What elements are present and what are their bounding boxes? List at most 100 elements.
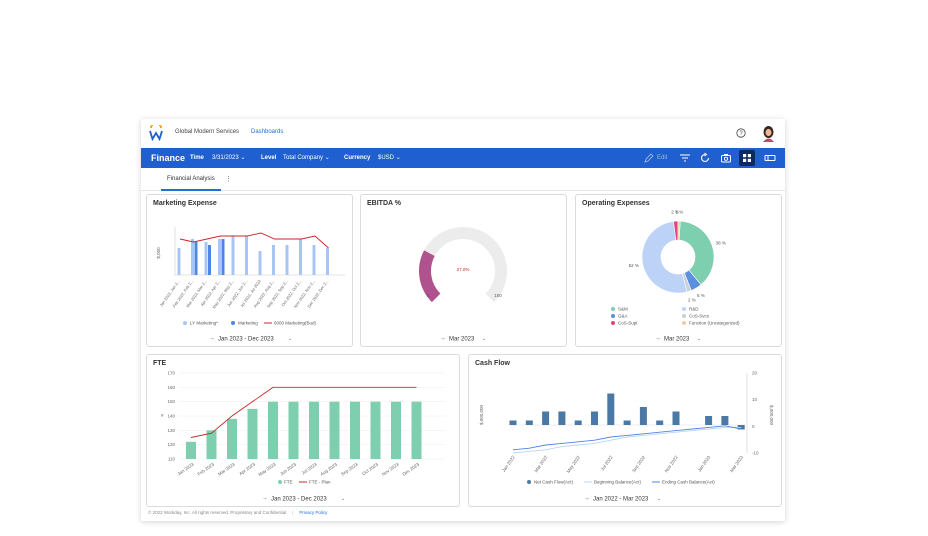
- bar-net-cash-flow[interactable]: [509, 420, 517, 426]
- currency-select[interactable]: $USD ⌄: [378, 148, 401, 168]
- donut-slice[interactable]: [677, 220, 681, 241]
- level-select[interactable]: Total Company ⌄: [283, 148, 330, 168]
- camera-icon[interactable]: [720, 152, 732, 164]
- y-right-tick-label: 20: [752, 371, 758, 376]
- bar-ly-marketing[interactable]: [272, 245, 275, 275]
- bar-net-cash-flow[interactable]: [574, 420, 582, 426]
- y-tick-label: 170: [167, 371, 175, 376]
- bar-fte[interactable]: [411, 401, 422, 459]
- bar-ly-marketing[interactable]: [218, 239, 221, 275]
- bar-fte[interactable]: [309, 401, 319, 459]
- help-icon[interactable]: ?: [736, 128, 746, 138]
- bar-fte[interactable]: [268, 401, 278, 459]
- slice-label: 2 %: [671, 210, 679, 215]
- time-select[interactable]: 3/31/2023 ⌄: [212, 148, 245, 168]
- legend-item: LY Marketing*: [190, 321, 218, 326]
- layout-toggle-icon[interactable]: [764, 152, 776, 164]
- x-tick-label: Jul 2022: [600, 454, 614, 471]
- svg-text:?: ?: [739, 131, 743, 137]
- bar-fte[interactable]: [186, 441, 196, 459]
- legend-item: FTE: [284, 480, 293, 485]
- card-title: Marketing Expense: [153, 200, 217, 207]
- edit-button[interactable]: Edit: [657, 155, 668, 161]
- chevron-down-icon: ⌄: [341, 496, 345, 502]
- grid-view-button[interactable]: [739, 150, 755, 166]
- bar-fte[interactable]: [288, 401, 299, 459]
- slice-label: 5 %: [697, 293, 705, 298]
- x-tick-label: Feb 2023: [197, 461, 216, 476]
- bar-net-cash-flow[interactable]: [705, 416, 713, 425]
- line-ending-cash-balance: [512, 425, 742, 451]
- bar-ly-marketing[interactable]: [204, 242, 208, 275]
- operating-expenses-donut: 38 %5 %2 %52 %2 %1 % S&M R&D G&A CoS-Svc…: [611, 210, 740, 343]
- bar-marketing[interactable]: [208, 245, 211, 275]
- legend-item: 6000 Marketing(Bud): [274, 321, 317, 326]
- bar-ly-marketing[interactable]: [245, 236, 248, 275]
- date-range-selector[interactable]: ⇾ Jan 2023 - Dec 2023 ⌄: [210, 336, 292, 343]
- legend-item: FTE - Plan: [309, 480, 331, 485]
- grid-icon: [743, 154, 751, 162]
- user-avatar[interactable]: [761, 125, 776, 142]
- slice-label: 1 %: [676, 210, 684, 215]
- bar-net-cash-flow[interactable]: [672, 411, 680, 426]
- bar-ly-marketing[interactable]: [312, 245, 316, 275]
- bar-net-cash-flow[interactable]: [721, 416, 729, 425]
- line-beginning-balance: [512, 426, 742, 454]
- workday-logo-icon[interactable]: [149, 125, 163, 141]
- refresh-icon[interactable]: [699, 152, 711, 164]
- gauge-max: 100: [494, 293, 502, 298]
- date-range-selector[interactable]: ⇾ Mar 2023 ⌄: [441, 336, 486, 343]
- bar-fte[interactable]: [329, 401, 340, 459]
- bar-fte[interactable]: [391, 401, 401, 459]
- legend-item: Function (Uncategorized): [689, 321, 740, 326]
- bar-ly-marketing[interactable]: [285, 245, 289, 275]
- bar-fte[interactable]: [247, 408, 258, 459]
- cash-flow-chart: $,000,000 $,000,000 20 10 0 -10 Jan 2022 Mar …: [479, 371, 774, 503]
- bar-ly-marketing[interactable]: [326, 248, 329, 275]
- date-range-selector[interactable]: ⇾ Mar 2023 ⌄: [656, 336, 701, 343]
- privacy-policy-link[interactable]: Privacy Policy: [299, 510, 328, 515]
- bar-fte[interactable]: [370, 401, 381, 459]
- bar-net-cash-flow[interactable]: [591, 411, 598, 426]
- tab-more-icon[interactable]: ⋮: [225, 176, 232, 183]
- marketing-expense-card: Marketing Expense $,000 Jan 2022, Jan 2.…: [146, 194, 353, 347]
- slice-label: 52 %: [629, 263, 639, 268]
- dashboards-link[interactable]: Dashboards: [251, 129, 284, 135]
- chevron-down-icon: ⌄: [324, 155, 330, 161]
- range-arrows-icon: ⇾: [585, 496, 590, 501]
- x-tick-label: Mar 2023: [217, 461, 236, 476]
- card-title: Operating Expenses: [582, 200, 650, 207]
- card-title: Cash Flow: [475, 360, 511, 367]
- bar-net-cash-flow[interactable]: [525, 420, 533, 426]
- line-marketing-budget: [179, 232, 329, 249]
- bar-ly-marketing[interactable]: [177, 248, 181, 275]
- date-range: Jan 2023 - Dec 2023: [218, 337, 274, 343]
- bar-net-cash-flow[interactable]: [656, 420, 664, 426]
- bar-marketing[interactable]: [221, 239, 225, 275]
- bar-net-cash-flow[interactable]: [542, 411, 550, 426]
- bar-ly-marketing[interactable]: [231, 236, 235, 275]
- tab-financial-analysis[interactable]: Financial Analysis: [161, 168, 221, 191]
- bar-net-cash-flow[interactable]: [639, 407, 647, 425]
- date-range-selector[interactable]: ⇾ Jan 2022 - Mar 2023 ⌄: [585, 496, 661, 503]
- bar-net-cash-flow[interactable]: [607, 393, 615, 426]
- bar-ly-marketing[interactable]: [258, 251, 262, 275]
- date-range: Mar 2023: [664, 337, 690, 343]
- level-value: Total Company: [283, 155, 324, 161]
- bar-marketing[interactable]: [194, 242, 198, 275]
- bar-ly-marketing[interactable]: [299, 239, 302, 275]
- donut-slice[interactable]: [678, 220, 715, 286]
- card-title: FTE: [153, 360, 167, 367]
- bar-fte[interactable]: [227, 418, 237, 459]
- bar-ly-marketing[interactable]: [191, 239, 194, 275]
- edit-pencil-icon[interactable]: [643, 152, 655, 164]
- y-tick-label: 130: [167, 428, 175, 433]
- bar-fte[interactable]: [350, 401, 360, 459]
- x-tick-label: Jun 2023: [279, 461, 297, 476]
- filter-icon[interactable]: [679, 152, 691, 164]
- bar-fte[interactable]: [206, 430, 217, 459]
- fte-card: FTE 110 120 130 140 150 160 170 Jan 2023 Feb 202…: [146, 354, 460, 507]
- bar-net-cash-flow[interactable]: [558, 411, 566, 426]
- bar-net-cash-flow[interactable]: [623, 420, 631, 426]
- date-range-selector[interactable]: ⇾ Jan 2023 - Dec 2023 ⌄: [263, 496, 345, 503]
